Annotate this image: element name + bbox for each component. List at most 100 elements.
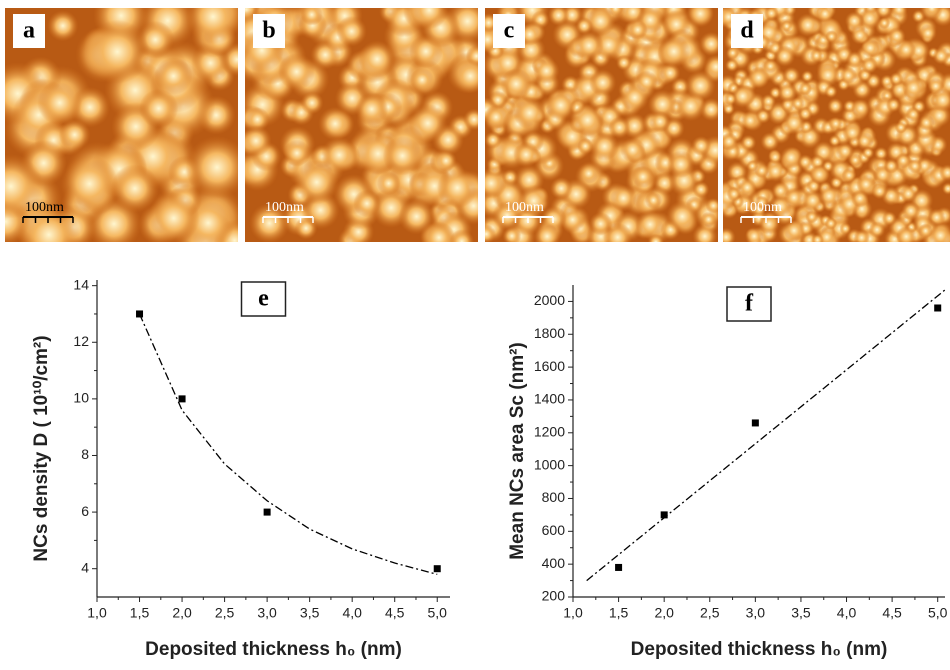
y-axis-label: Mean NCs area Sc (nm²)	[507, 342, 528, 560]
scale-label: 100nm	[505, 200, 544, 215]
x-tick-label: 4,5	[882, 605, 902, 621]
grain	[85, 19, 150, 84]
grain	[452, 58, 478, 94]
grain	[667, 150, 695, 179]
grain	[657, 35, 691, 68]
grain	[907, 158, 923, 174]
grain	[874, 146, 889, 161]
y-axis-label: NCs density D ( 10¹⁰/cm²)	[31, 335, 52, 561]
grain	[842, 122, 863, 143]
panel-label-box	[253, 14, 285, 48]
grain	[801, 70, 814, 83]
grain	[294, 159, 339, 205]
grain	[894, 121, 908, 134]
y-tick-label: 4	[81, 559, 89, 575]
grain	[649, 110, 671, 133]
panel-label-box	[13, 14, 45, 48]
grain	[147, 192, 200, 242]
grain	[725, 58, 739, 72]
grain	[659, 62, 681, 84]
grain	[726, 46, 740, 60]
grain	[627, 19, 648, 40]
data-point	[751, 419, 759, 427]
grain	[463, 108, 478, 131]
y-tick-label: 1600	[534, 358, 565, 374]
x-tick-label: 4,0	[837, 605, 857, 621]
scale-label: 100nm	[743, 200, 782, 215]
afm-image: d 100nm	[723, 8, 950, 242]
grain	[895, 152, 912, 169]
grain	[692, 181, 710, 198]
grain	[747, 66, 770, 89]
grain	[588, 212, 613, 236]
grain	[37, 80, 83, 126]
x-tick-label: 3,5	[791, 605, 811, 621]
y-tick-label: 14	[73, 276, 89, 292]
grain	[828, 134, 841, 147]
grain	[801, 189, 824, 212]
grain	[635, 209, 665, 240]
grain	[848, 153, 862, 167]
grain	[889, 72, 904, 87]
grain	[846, 51, 864, 69]
grain	[902, 76, 925, 100]
grain	[754, 195, 769, 209]
grain	[878, 17, 891, 29]
grain	[705, 197, 718, 214]
x-axis-label: Deposited thickness h₀ (nm)	[631, 639, 888, 660]
grain	[435, 149, 457, 172]
grain	[513, 96, 547, 130]
grain	[932, 47, 950, 65]
grain	[905, 106, 921, 122]
grain	[283, 139, 311, 167]
grain	[740, 110, 760, 131]
grain	[410, 8, 449, 30]
grain	[517, 184, 550, 217]
grain	[886, 97, 901, 113]
x-tick-label: 2,0	[172, 605, 192, 621]
annotation-box	[726, 286, 772, 322]
grain	[485, 131, 502, 149]
data-point	[660, 511, 668, 519]
grain	[939, 164, 950, 182]
grain	[139, 88, 179, 128]
grain	[824, 84, 838, 99]
scale-label: 100nm	[265, 200, 304, 215]
grain	[895, 226, 917, 242]
x-tick-label: 4,0	[342, 605, 362, 621]
grain	[726, 186, 742, 202]
grain	[723, 132, 739, 151]
grain	[590, 131, 620, 161]
grain	[825, 30, 838, 43]
grain	[409, 67, 435, 93]
y-tick-label: 400	[542, 555, 566, 571]
grain	[930, 88, 950, 112]
scale-label: 100nm	[25, 200, 64, 215]
grain	[574, 30, 604, 61]
y-tick-label: 1800	[534, 325, 565, 341]
x-tick-label: 1,5	[609, 605, 629, 621]
data-point	[178, 395, 186, 403]
x-tick-label: 2,5	[215, 605, 235, 621]
grain	[631, 165, 655, 188]
grain	[644, 191, 663, 209]
grain	[545, 89, 577, 121]
grain	[783, 219, 805, 242]
grain	[856, 174, 876, 195]
grain	[382, 136, 423, 176]
grain	[839, 66, 858, 85]
grain	[245, 107, 270, 132]
x-tick-label: 1,0	[87, 605, 107, 621]
grain	[533, 57, 560, 85]
grain	[320, 136, 358, 174]
grain	[336, 15, 367, 47]
afm-image: b 100nm	[245, 8, 478, 242]
grain	[578, 163, 600, 184]
panel-label: c	[504, 18, 515, 44]
grain	[58, 118, 91, 151]
grain	[835, 142, 855, 161]
y-tick-label: 12	[73, 333, 89, 349]
grain	[758, 213, 780, 235]
grain	[767, 149, 783, 165]
grain	[666, 200, 699, 233]
